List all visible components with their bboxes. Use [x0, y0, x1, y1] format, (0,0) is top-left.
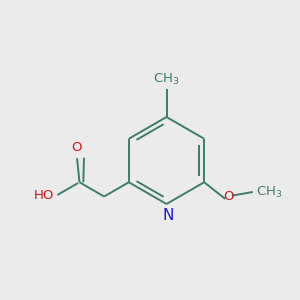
- Text: CH$_3$: CH$_3$: [256, 184, 282, 200]
- Text: CH$_3$: CH$_3$: [153, 72, 180, 87]
- Text: HO: HO: [34, 189, 55, 202]
- Text: O: O: [71, 141, 82, 154]
- Text: N: N: [162, 208, 173, 223]
- Text: O: O: [224, 190, 234, 203]
